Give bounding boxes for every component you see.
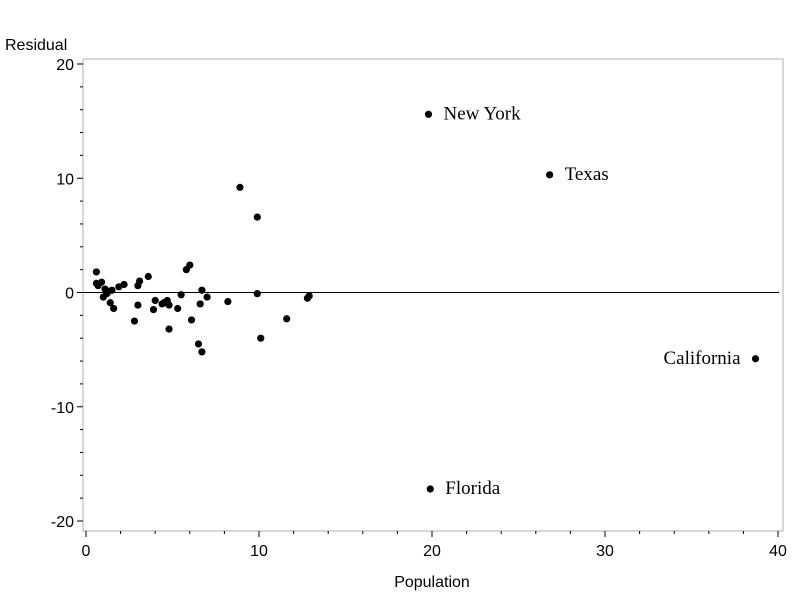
y-axis: -20 -10 0 10 20: [51, 57, 83, 531]
x-tick-label: 30: [596, 543, 614, 560]
data-point: [144, 272, 152, 281]
data-point: [198, 286, 206, 294]
y-axis-label: Residual: [5, 37, 67, 54]
y-tick-label: 10: [56, 171, 74, 188]
data-point: [177, 291, 185, 299]
y-tick-label: 0: [65, 286, 74, 303]
x-tick-label: 20: [423, 543, 441, 560]
data-point-texas: [546, 171, 554, 179]
data-point-new-york: [424, 110, 433, 118]
x-tick-label: 40: [769, 543, 787, 560]
data-point-florida: [426, 485, 434, 493]
data-point: [187, 316, 196, 324]
data-point: [165, 301, 173, 309]
data-point: [174, 304, 182, 313]
data-point: [108, 286, 116, 294]
data-point: [151, 296, 159, 305]
data-point: [92, 268, 100, 276]
data-point: [305, 292, 313, 300]
data-point: [224, 298, 232, 306]
data-point: [130, 317, 139, 325]
point-label-florida: Florida: [445, 478, 500, 499]
x-axis-label: Population: [394, 574, 470, 591]
point-annotations: New York Texas California Florida: [444, 103, 742, 499]
data-point: [165, 325, 173, 333]
data-point: [186, 261, 194, 269]
data-point: [203, 293, 211, 301]
y-tick-label: -10: [51, 400, 74, 417]
data-point: [236, 183, 244, 191]
data-point: [120, 280, 128, 289]
data-point: [97, 278, 106, 286]
plot-frame: [82, 58, 784, 532]
x-axis: 0 10 20 30 40: [82, 531, 787, 560]
data-point: [196, 300, 204, 308]
data-point-california: [751, 355, 760, 363]
data-point: [253, 290, 261, 298]
point-label-texas: Texas: [565, 164, 609, 185]
point-label-new-york: New York: [444, 103, 522, 124]
data-points: [92, 110, 760, 493]
data-point: [283, 315, 291, 323]
x-tick-label: 0: [82, 543, 91, 560]
data-point: [134, 301, 142, 309]
data-point: [253, 213, 261, 221]
data-point: [194, 340, 203, 348]
x-tick-label: 10: [250, 543, 268, 560]
data-point: [257, 334, 265, 342]
data-point: [149, 306, 158, 314]
y-tick-label: 20: [56, 57, 74, 74]
data-point: [106, 299, 114, 307]
point-label-california: California: [663, 348, 741, 369]
data-point: [198, 348, 206, 356]
y-tick-label: -20: [51, 514, 74, 531]
data-point: [110, 304, 118, 313]
data-point: [136, 277, 144, 285]
